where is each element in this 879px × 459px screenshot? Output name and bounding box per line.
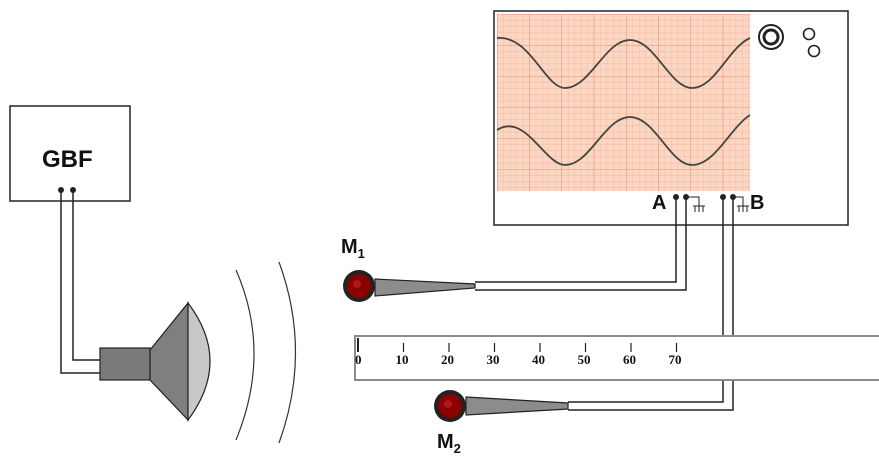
sound-waves [235,261,297,444]
trace-channel-b [496,114,751,166]
trace-channel-a [496,37,751,89]
cable-m2-channel-b [568,197,734,411]
cable-m1-channel-a [475,197,687,291]
oscilloscope-knob-small-1[interactable] [802,27,816,41]
ruler-tick-label: 0 [355,352,362,367]
gbf-speaker-cable [60,190,100,374]
ruler-tick-label: 10 [395,352,409,367]
microphone-m2 [434,390,569,422]
microphone-m1-index: 1 [357,246,365,261]
channel-a-label: A [652,192,667,214]
gbf-label: GBF [42,146,93,173]
gbf-box [9,105,131,202]
microphone-m2-label: M2 [437,432,461,455]
microphone-m1 [343,270,476,302]
microphone-m1-letter: M [341,236,358,258]
ground-icon-b [733,196,749,212]
microphone-m1-label: M1 [341,237,365,260]
ruler-ticks [357,338,678,352]
channel-b-label: B [750,192,765,214]
ruler-tick-label: 50 [577,352,591,367]
ground-icon-a [686,196,705,212]
ruler-tick-label: 20 [441,352,454,367]
ruler-tick-label: 30 [486,352,500,367]
oscilloscope-knob-large[interactable] [758,24,784,50]
microphone-m2-index: 2 [453,441,461,456]
ruler [354,335,879,381]
ruler-tick-label: 70 [668,352,682,367]
loudspeaker [99,301,211,422]
microphone-m2-letter: M [437,431,454,453]
ruler-tick-label: 40 [532,352,545,367]
ruler-tick-label: 60 [623,352,636,367]
oscilloscope-knob-small-2[interactable] [807,44,821,58]
